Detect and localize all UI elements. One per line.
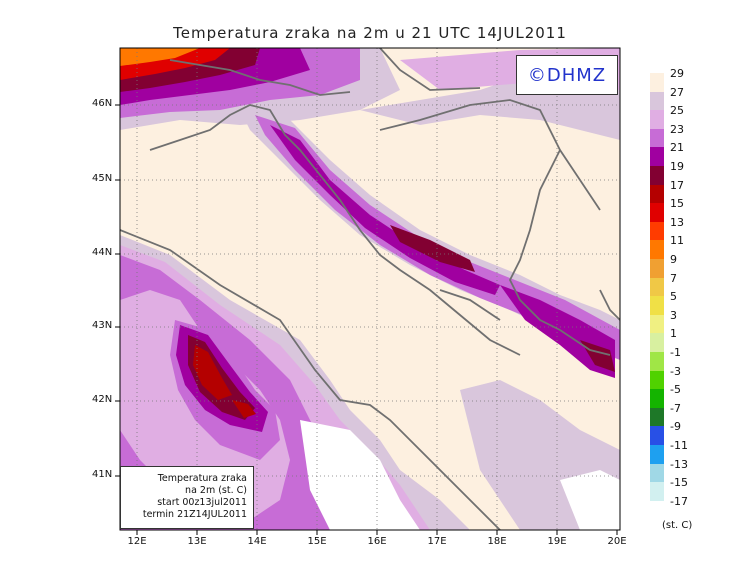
legend-swatch — [650, 128, 664, 148]
legend-label: 13 — [670, 215, 684, 229]
legend-swatch — [650, 370, 664, 390]
y-tick-label: 45N — [92, 173, 113, 184]
legend-label: 19 — [670, 160, 684, 173]
x-tick-label: 18E — [487, 536, 507, 547]
info-box: Temperatura zraka na 2m (st. C) start 00… — [120, 466, 254, 529]
legend-label: 3 — [670, 308, 677, 322]
map-frame — [119, 47, 621, 531]
legend-label: 29 — [670, 67, 684, 80]
legend-swatch — [650, 166, 664, 185]
x-tick-label: 13E — [187, 536, 207, 547]
legend-swatch — [650, 333, 664, 353]
y-tick-label: 42N — [92, 394, 113, 405]
legend-swatch — [650, 426, 664, 446]
legend-unit: (st. C) — [662, 520, 693, 531]
y-tick-label: 41N — [92, 469, 113, 480]
legend-label: -15 — [670, 476, 688, 490]
legend-label: 11 — [670, 234, 684, 248]
legend-swatch — [650, 277, 664, 297]
legend-swatch — [650, 259, 664, 278]
legend-swatch — [650, 407, 664, 427]
x-tick-label: 15E — [307, 536, 327, 547]
legend-swatch — [650, 73, 664, 92]
x-tick-label: 19E — [547, 536, 567, 547]
legend-swatch — [650, 463, 664, 483]
legend-label: 15 — [670, 197, 684, 211]
legend-swatch — [650, 221, 664, 241]
info-line: Temperatura zraka — [157, 473, 247, 484]
legend-swatch — [650, 110, 664, 130]
x-tick-label: 20E — [607, 536, 627, 547]
y-tick-label: 44N — [92, 247, 113, 258]
legend-swatch — [650, 352, 664, 371]
legend-swatch — [650, 147, 664, 167]
legend-label: -9 — [670, 420, 681, 434]
legend-swatch — [650, 184, 664, 204]
legend-swatch — [650, 314, 664, 334]
legend-label: 5 — [670, 290, 677, 304]
legend-label: 7 — [670, 271, 677, 285]
gridlines — [120, 48, 620, 530]
legend-swatch — [650, 91, 664, 111]
info-line: start 00z13jul2011 — [157, 497, 247, 508]
legend-swatch — [650, 203, 664, 223]
legend-label: -13 — [670, 457, 688, 471]
legend-label: -3 — [670, 364, 681, 378]
x-tick-label: 17E — [427, 536, 447, 547]
legend-label: 9 — [670, 253, 677, 266]
temperature-field — [120, 48, 620, 530]
x-tick-label: 12E — [127, 536, 147, 547]
y-tick-label: 43N — [92, 320, 113, 331]
legend-label: 21 — [670, 141, 684, 155]
x-tick-label: 14E — [247, 536, 267, 547]
axis-ticks — [115, 104, 618, 535]
legend-label: 1 — [670, 327, 677, 341]
legend-swatch — [650, 445, 664, 464]
map-title: Temperatura zraka na 2m u 21 UTC 14JUL20… — [173, 24, 567, 42]
legend-label: 27 — [670, 85, 684, 99]
legend-swatch — [650, 500, 664, 520]
legend-label: -5 — [670, 383, 681, 397]
legend-label: -11 — [670, 439, 688, 452]
legend-label: -17 — [670, 494, 688, 508]
legend-label: 23 — [670, 122, 684, 136]
info-line: na 2m (st. C) — [185, 485, 247, 496]
legend-label: 17 — [670, 178, 684, 192]
legend-label: -7 — [670, 401, 681, 415]
legend-swatch — [650, 482, 664, 502]
y-tick-label: 46N — [92, 98, 113, 109]
x-tick-label: 16E — [367, 536, 387, 547]
legend-label: -1 — [670, 346, 681, 359]
info-line: termin 21Z14JUL2011 — [142, 509, 247, 520]
legend-swatch — [650, 296, 664, 316]
legend-swatch — [650, 389, 664, 409]
legend-swatch — [650, 240, 664, 260]
dhmz-logo: ©DHMZ — [516, 55, 618, 95]
legend-label: 25 — [670, 104, 684, 118]
